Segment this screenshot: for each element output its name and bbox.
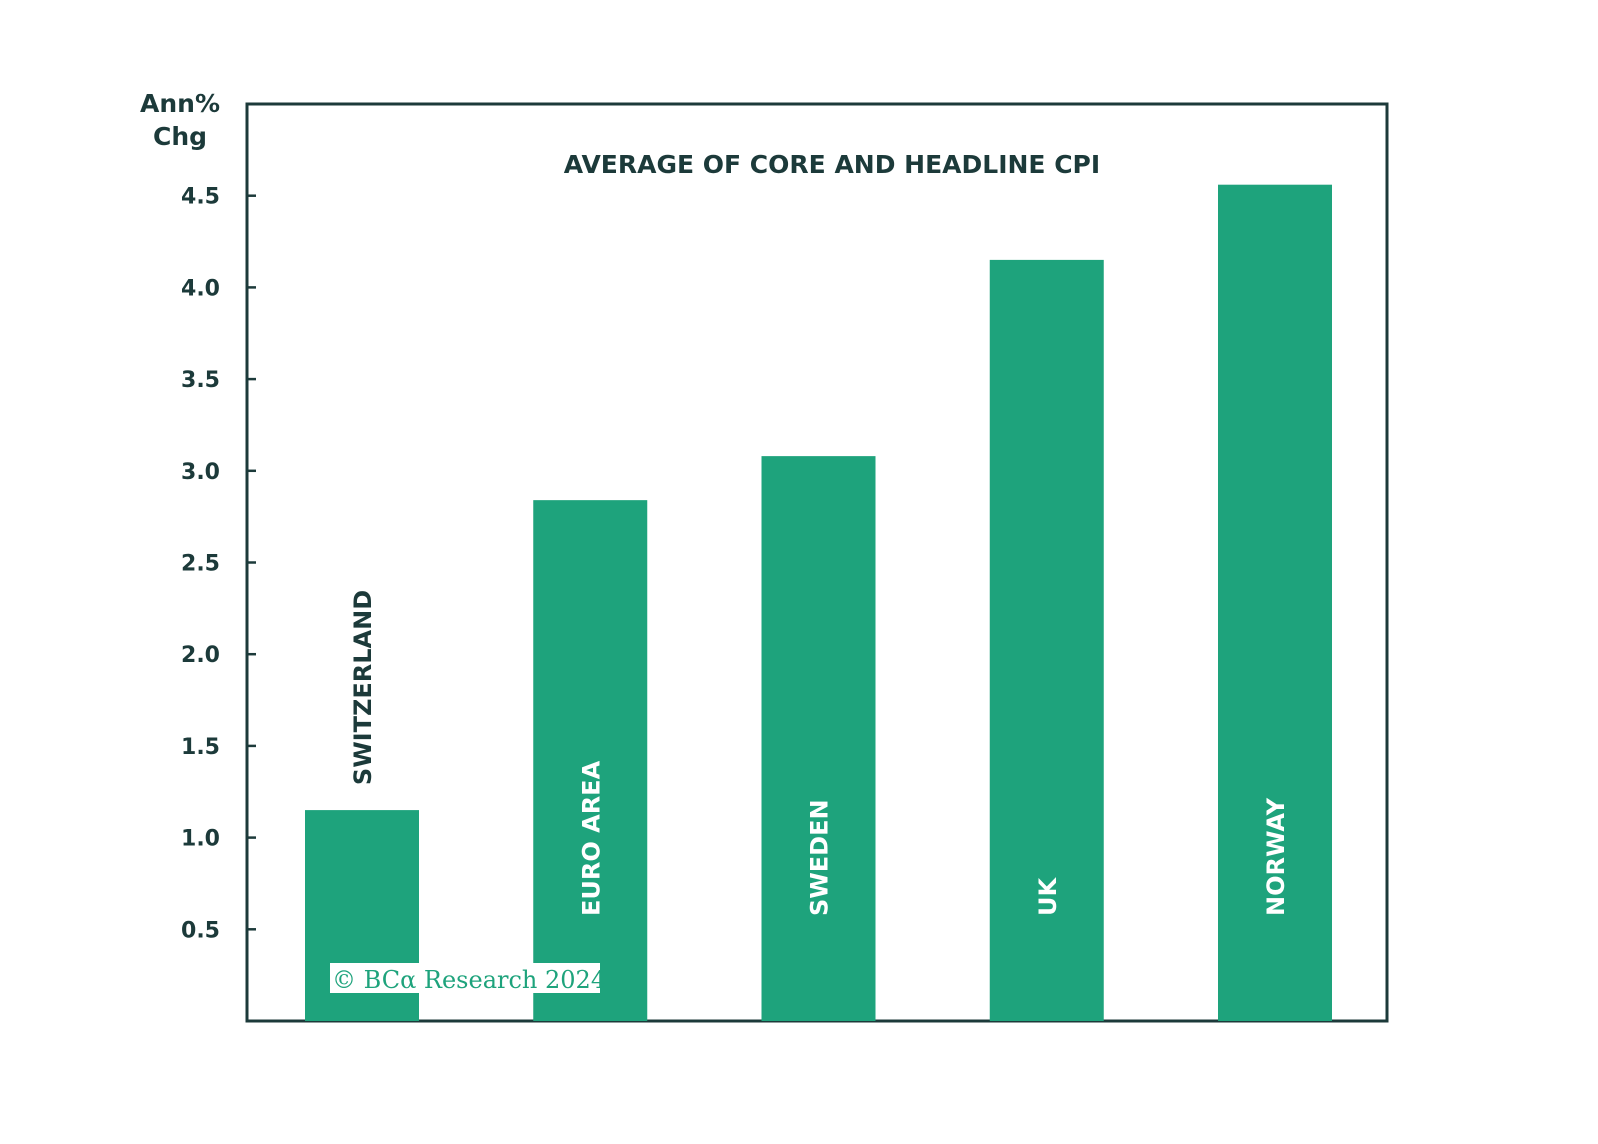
y-tick-label: 3.5 (181, 368, 220, 393)
y-tick-label: 2.5 (181, 552, 220, 577)
y-tick-label: 4.5 (181, 185, 220, 210)
bar-label-switzerland: SWITZERLAND (349, 590, 377, 785)
y-axis-ticks: 0.5 1.0 1.5 2.0 2.5 3.0 3.5 4.0 4.5 (181, 185, 256, 943)
y-tick-label: 2.0 (181, 643, 220, 668)
y-tick-label: 1.5 (181, 735, 220, 760)
y-tick-label: 4.0 (181, 276, 220, 301)
bar-uk (989, 259, 1104, 1021)
bar-sweden (761, 456, 876, 1021)
bar-euro-area (533, 500, 648, 1021)
y-axis-unit-line-1: Ann% (140, 89, 220, 118)
watermark-text: © BCα Research 2024 (332, 966, 606, 994)
bar-label-euro-area: EURO AREA (577, 760, 605, 916)
bar-label-sweden: SWEDEN (806, 799, 834, 916)
bar-labels: SWITZERLAND EURO AREA SWEDEN UK NORWAY (349, 590, 1290, 916)
y-tick-label: 1.0 (181, 827, 220, 852)
y-tick-label: 0.5 (181, 918, 220, 943)
bars (305, 184, 1332, 1022)
bar-label-uk: UK (1034, 877, 1062, 916)
chart-title: AVERAGE OF CORE AND HEADLINE CPI (564, 150, 1100, 179)
bar-label-norway: NORWAY (1262, 797, 1290, 916)
y-axis-unit-line-2: Chg (153, 122, 207, 151)
bar-norway (1218, 184, 1332, 1022)
y-tick-label: 3.0 (181, 460, 220, 485)
watermark-background (330, 963, 600, 993)
watermark: © BCα Research 2024 (330, 963, 606, 994)
